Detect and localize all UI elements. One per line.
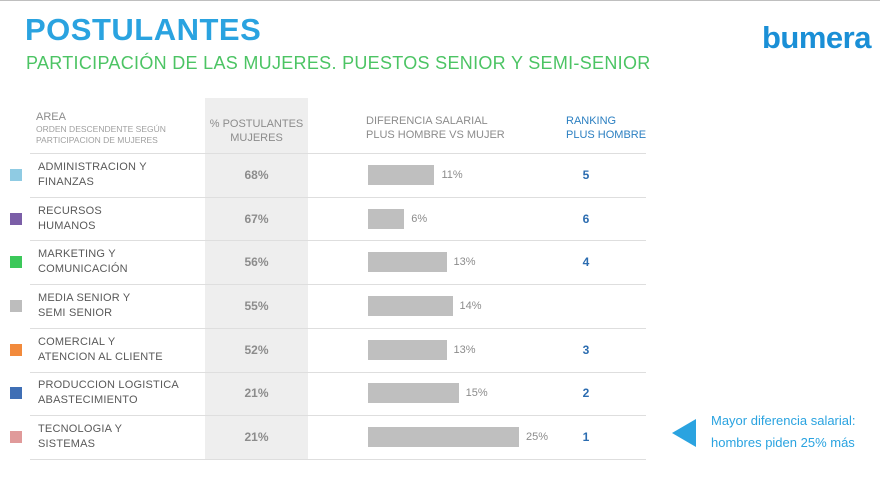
area-color-swatch [10, 168, 22, 181]
area-label-line2: FINANZAS [38, 175, 94, 188]
salary-diff-label: 13% [453, 256, 476, 269]
pct-women-value: 55% [244, 298, 269, 313]
salary-diff-bar [368, 252, 447, 273]
ranking-value: 5 [582, 167, 590, 182]
callout-line1: Mayor diferencia salarial: [711, 413, 856, 428]
salary-diff-label: 6% [411, 212, 428, 225]
brand-logo: bumera [762, 20, 871, 55]
pct-column-shade [205, 98, 308, 460]
pct-women-value: 56% [244, 255, 269, 270]
salary-diff-label: 14% [459, 299, 482, 312]
salary-diff-label: 15% [465, 387, 488, 400]
pct-women-value: 52% [244, 342, 269, 357]
ranking-value: 6 [582, 211, 590, 226]
callout-arrow-icon [672, 419, 696, 447]
area-label-line2: COMUNICACIÓN [38, 263, 128, 276]
top-rule [0, 0, 880, 1]
salary-diff-bar [368, 164, 435, 185]
header-pct-line1: % POSTULANTES [209, 118, 304, 130]
header-area-sub-line1: ORDEN DESCENDENTE SEGÚN [36, 124, 166, 134]
salary-diff-label: 25% [526, 431, 549, 444]
area-label-line2: SISTEMAS [38, 438, 96, 451]
row-divider [30, 240, 646, 242]
header-diff-line1: DIFERENCIA SALARIAL [366, 115, 488, 127]
area-color-swatch [10, 431, 22, 444]
area-color-swatch [10, 387, 22, 400]
area-label-line1: MEDIA SENIOR Y [38, 291, 131, 304]
ranking-value: 2 [582, 386, 590, 401]
header-area-sub-line2: PARTICIPACION DE MUJERES [36, 135, 158, 145]
row-divider [30, 284, 646, 286]
pct-women-value: 68% [244, 167, 269, 182]
area-label-line2: SEMI SENIOR [38, 306, 113, 319]
salary-diff-bar [368, 383, 459, 404]
salary-diff-bar [368, 208, 405, 229]
area-label-line1: PRODUCCION LOGISTICA [38, 379, 179, 392]
area-label: PRODUCCION LOGISTICA ABASTECIMIENTO [38, 378, 179, 408]
area-label-line1: ADMINISTRACION Y [38, 160, 147, 173]
salary-diff-bar [368, 427, 519, 448]
salary-diff-label: 13% [453, 343, 476, 356]
ranking-value: 3 [582, 342, 590, 357]
pct-women-value: 21% [244, 430, 269, 445]
area-label: ADMINISTRACION Y FINANZAS [38, 160, 147, 190]
ranking-value: 4 [582, 255, 590, 270]
area-label-line1: TECNOLOGIA Y [38, 423, 123, 436]
header-ranking: RANKING PLUS HOMBRE [566, 114, 646, 142]
header-salary-diff: DIFERENCIA SALARIAL PLUS HOMBRE VS MUJER [366, 114, 505, 142]
area-label-line2: HUMANOS [38, 219, 96, 232]
area-color-swatch [10, 343, 22, 356]
salary-diff-label: 11% [441, 168, 463, 181]
header-pct-women: % POSTULANTES MUJERES [205, 117, 308, 145]
header-rank-line1: RANKING [566, 115, 617, 127]
header-diff-line2: PLUS HOMBRE VS MUJER [366, 129, 505, 141]
area-label: MEDIA SENIOR Y SEMI SENIOR [38, 291, 130, 321]
row-divider [30, 196, 646, 198]
page-subtitle: PARTICIPACIÓN DE LAS MUJERES. PUESTOS SE… [26, 53, 651, 73]
salary-diff-bar [368, 339, 447, 360]
salary-diff-bar [368, 295, 453, 316]
area-color-swatch [10, 212, 22, 225]
header-area-subtitle: ORDEN DESCENDENTE SEGÚN PARTICIPACION DE… [36, 124, 166, 146]
pct-women-value: 67% [244, 211, 269, 226]
area-label: TECNOLOGIA Y SISTEMAS [38, 422, 122, 452]
callout-note: Mayor diferencia salarial: hombres piden… [711, 410, 856, 454]
area-color-swatch [10, 299, 22, 312]
area-label: COMERCIAL Y ATENCION AL CLIENTE [38, 335, 163, 365]
pct-women-value: 21% [244, 386, 269, 401]
row-divider [30, 327, 646, 329]
area-label-line2: ATENCION AL CLIENTE [38, 350, 163, 363]
header-pct-line2: MUJERES [230, 132, 283, 144]
area-label-line2: ABASTECIMIENTO [38, 394, 138, 407]
header-rank-line2: PLUS HOMBRE [566, 129, 647, 141]
header-area: AREA [36, 111, 66, 123]
row-divider [30, 415, 646, 417]
area-label-line1: MARKETING Y [38, 248, 116, 261]
callout-line2: hombres piden 25% más [711, 435, 855, 450]
area-label: MARKETING Y COMUNICACIÓN [38, 247, 128, 277]
area-label: RECURSOS HUMANOS [38, 204, 102, 234]
row-divider [30, 153, 646, 154]
page-title: POSTULANTES [25, 12, 262, 47]
area-color-swatch [10, 256, 22, 269]
row-divider [30, 371, 646, 373]
row-divider [30, 458, 646, 460]
ranking-value: 1 [582, 430, 590, 445]
area-label-line1: COMERCIAL Y [38, 335, 116, 348]
area-label-line1: RECURSOS [38, 204, 102, 217]
